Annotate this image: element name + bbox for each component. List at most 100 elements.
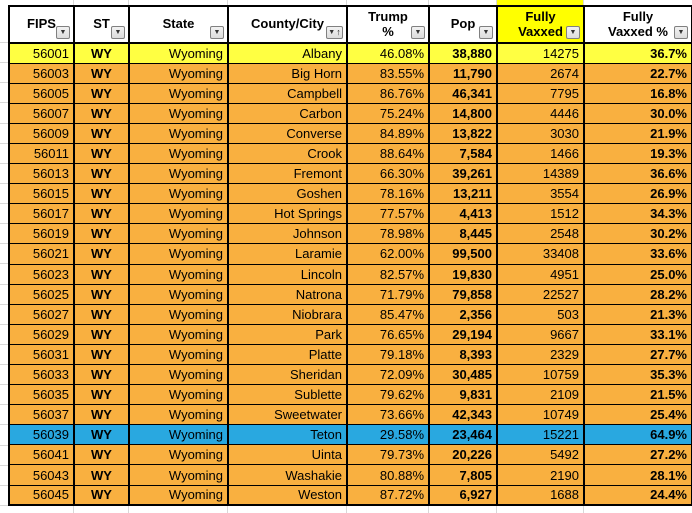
- cell-trump-pct[interactable]: 79.18%: [346, 344, 430, 366]
- cell-pop[interactable]: 11,790: [428, 63, 498, 84]
- cell-state[interactable]: Wyoming: [128, 103, 229, 124]
- cell-st[interactable]: WY: [73, 103, 130, 124]
- cell-fully-vaxxed-pct[interactable]: 33.1%: [583, 324, 692, 345]
- cell-fully-vaxxed[interactable]: 4951: [496, 264, 585, 285]
- cell-fips[interactable]: 56035: [8, 384, 75, 406]
- cell-state[interactable]: Wyoming: [128, 464, 229, 486]
- cell-county[interactable]: Park: [227, 324, 348, 345]
- cell-state[interactable]: Wyoming: [128, 404, 229, 426]
- filter-dropdown-icon[interactable]: ▼: [566, 26, 580, 39]
- cell-county[interactable]: Teton: [227, 424, 348, 446]
- cell-fully-vaxxed-pct[interactable]: 36.6%: [583, 163, 692, 185]
- cell-county[interactable]: Johnson: [227, 223, 348, 245]
- cell-state[interactable]: Wyoming: [128, 344, 229, 366]
- cell-fips[interactable]: 56043: [8, 464, 75, 486]
- cell-fips[interactable]: 56041: [8, 444, 75, 466]
- cell-fully-vaxxed-pct[interactable]: 21.9%: [583, 123, 692, 144]
- cell-trump-pct[interactable]: 79.62%: [346, 384, 430, 406]
- cell-county[interactable]: Carbon: [227, 103, 348, 124]
- cell-pop[interactable]: 79,858: [428, 284, 498, 305]
- cell-trump-pct[interactable]: 76.65%: [346, 324, 430, 345]
- cell-pop[interactable]: 13,822: [428, 123, 498, 144]
- cell-pop[interactable]: 42,343: [428, 404, 498, 426]
- cell-fully-vaxxed[interactable]: 33408: [496, 243, 585, 265]
- cell-fips[interactable]: 56027: [8, 304, 75, 325]
- cell-st[interactable]: WY: [73, 264, 130, 285]
- cell-st[interactable]: WY: [73, 123, 130, 144]
- cell-state[interactable]: Wyoming: [128, 143, 229, 165]
- cell-fully-vaxxed-pct[interactable]: 19.3%: [583, 143, 692, 165]
- cell-county[interactable]: Campbell: [227, 83, 348, 104]
- cell-st[interactable]: WY: [73, 364, 130, 386]
- cell-county[interactable]: Sheridan: [227, 364, 348, 386]
- cell-county[interactable]: Washakie: [227, 464, 348, 486]
- cell-trump-pct[interactable]: 84.89%: [346, 123, 430, 144]
- cell-pop[interactable]: 39,261: [428, 163, 498, 185]
- cell-trump-pct[interactable]: 85.47%: [346, 304, 430, 325]
- cell-state[interactable]: Wyoming: [128, 284, 229, 305]
- cell-fully-vaxxed[interactable]: 503: [496, 304, 585, 325]
- cell-county[interactable]: Niobrara: [227, 304, 348, 325]
- cell-trump-pct[interactable]: 78.98%: [346, 223, 430, 245]
- cell-pop[interactable]: 23,464: [428, 424, 498, 446]
- cell-fully-vaxxed[interactable]: 14275: [496, 43, 585, 64]
- cell-fully-vaxxed[interactable]: 2329: [496, 344, 585, 366]
- cell-state[interactable]: Wyoming: [128, 203, 229, 225]
- cell-fully-vaxxed-pct[interactable]: 36.7%: [583, 43, 692, 64]
- filter-dropdown-icon[interactable]: ▼: [674, 26, 688, 39]
- column-header-county-city[interactable]: County/City ▼ ↑: [227, 6, 348, 44]
- column-header-fips[interactable]: FIPS ▼: [8, 6, 75, 44]
- column-header-state[interactable]: State ▼: [128, 6, 229, 44]
- cell-trump-pct[interactable]: 72.09%: [346, 364, 430, 386]
- cell-state[interactable]: Wyoming: [128, 223, 229, 245]
- cell-fips[interactable]: 56023: [8, 264, 75, 285]
- cell-trump-pct[interactable]: 29.58%: [346, 424, 430, 446]
- cell-fully-vaxxed-pct[interactable]: 33.6%: [583, 243, 692, 265]
- cell-pop[interactable]: 8,445: [428, 223, 498, 245]
- cell-pop[interactable]: 8,393: [428, 344, 498, 366]
- cell-county[interactable]: Crook: [227, 143, 348, 165]
- cell-fips[interactable]: 56037: [8, 404, 75, 426]
- cell-trump-pct[interactable]: 83.55%: [346, 63, 430, 84]
- cell-county[interactable]: Big Horn: [227, 63, 348, 84]
- cell-st[interactable]: WY: [73, 163, 130, 185]
- cell-trump-pct[interactable]: 78.16%: [346, 183, 430, 205]
- cell-fully-vaxxed[interactable]: 1688: [496, 485, 585, 506]
- cell-fully-vaxxed-pct[interactable]: 21.5%: [583, 384, 692, 406]
- cell-state[interactable]: Wyoming: [128, 384, 229, 406]
- cell-trump-pct[interactable]: 71.79%: [346, 284, 430, 305]
- cell-fips[interactable]: 56011: [8, 143, 75, 165]
- cell-fully-vaxxed[interactable]: 15221: [496, 424, 585, 446]
- column-header-fully-vaxxed-pct[interactable]: Fully Vaxxed % ▼: [583, 6, 692, 44]
- cell-fully-vaxxed-pct[interactable]: 25.4%: [583, 404, 692, 426]
- column-header-fully-vaxxed[interactable]: Fully Vaxxed ▼: [496, 6, 585, 44]
- cell-state[interactable]: Wyoming: [128, 264, 229, 285]
- cell-state[interactable]: Wyoming: [128, 324, 229, 345]
- cell-fully-vaxxed[interactable]: 2109: [496, 384, 585, 406]
- cell-st[interactable]: WY: [73, 464, 130, 486]
- cell-fully-vaxxed[interactable]: 7795: [496, 83, 585, 104]
- cell-state[interactable]: Wyoming: [128, 304, 229, 325]
- cell-fully-vaxxed-pct[interactable]: 30.2%: [583, 223, 692, 245]
- cell-st[interactable]: WY: [73, 324, 130, 345]
- cell-state[interactable]: Wyoming: [128, 83, 229, 104]
- cell-fully-vaxxed-pct[interactable]: 34.3%: [583, 203, 692, 225]
- cell-county[interactable]: Platte: [227, 344, 348, 366]
- cell-fips[interactable]: 56003: [8, 63, 75, 84]
- filter-dropdown-icon[interactable]: ▼: [56, 26, 70, 39]
- cell-trump-pct[interactable]: 75.24%: [346, 103, 430, 124]
- cell-pop[interactable]: 13,211: [428, 183, 498, 205]
- cell-county[interactable]: Natrona: [227, 284, 348, 305]
- filter-dropdown-icon[interactable]: ▼: [411, 26, 425, 39]
- cell-fips[interactable]: 56025: [8, 284, 75, 305]
- cell-st[interactable]: WY: [73, 243, 130, 265]
- cell-st[interactable]: WY: [73, 444, 130, 466]
- cell-trump-pct[interactable]: 82.57%: [346, 264, 430, 285]
- cell-county[interactable]: Uinta: [227, 444, 348, 466]
- cell-pop[interactable]: 20,226: [428, 444, 498, 466]
- cell-st[interactable]: WY: [73, 183, 130, 205]
- cell-trump-pct[interactable]: 46.08%: [346, 43, 430, 64]
- column-header-pop[interactable]: Pop ▼: [428, 6, 498, 44]
- cell-fully-vaxxed[interactable]: 2548: [496, 223, 585, 245]
- cell-fully-vaxxed-pct[interactable]: 64.9%: [583, 424, 692, 446]
